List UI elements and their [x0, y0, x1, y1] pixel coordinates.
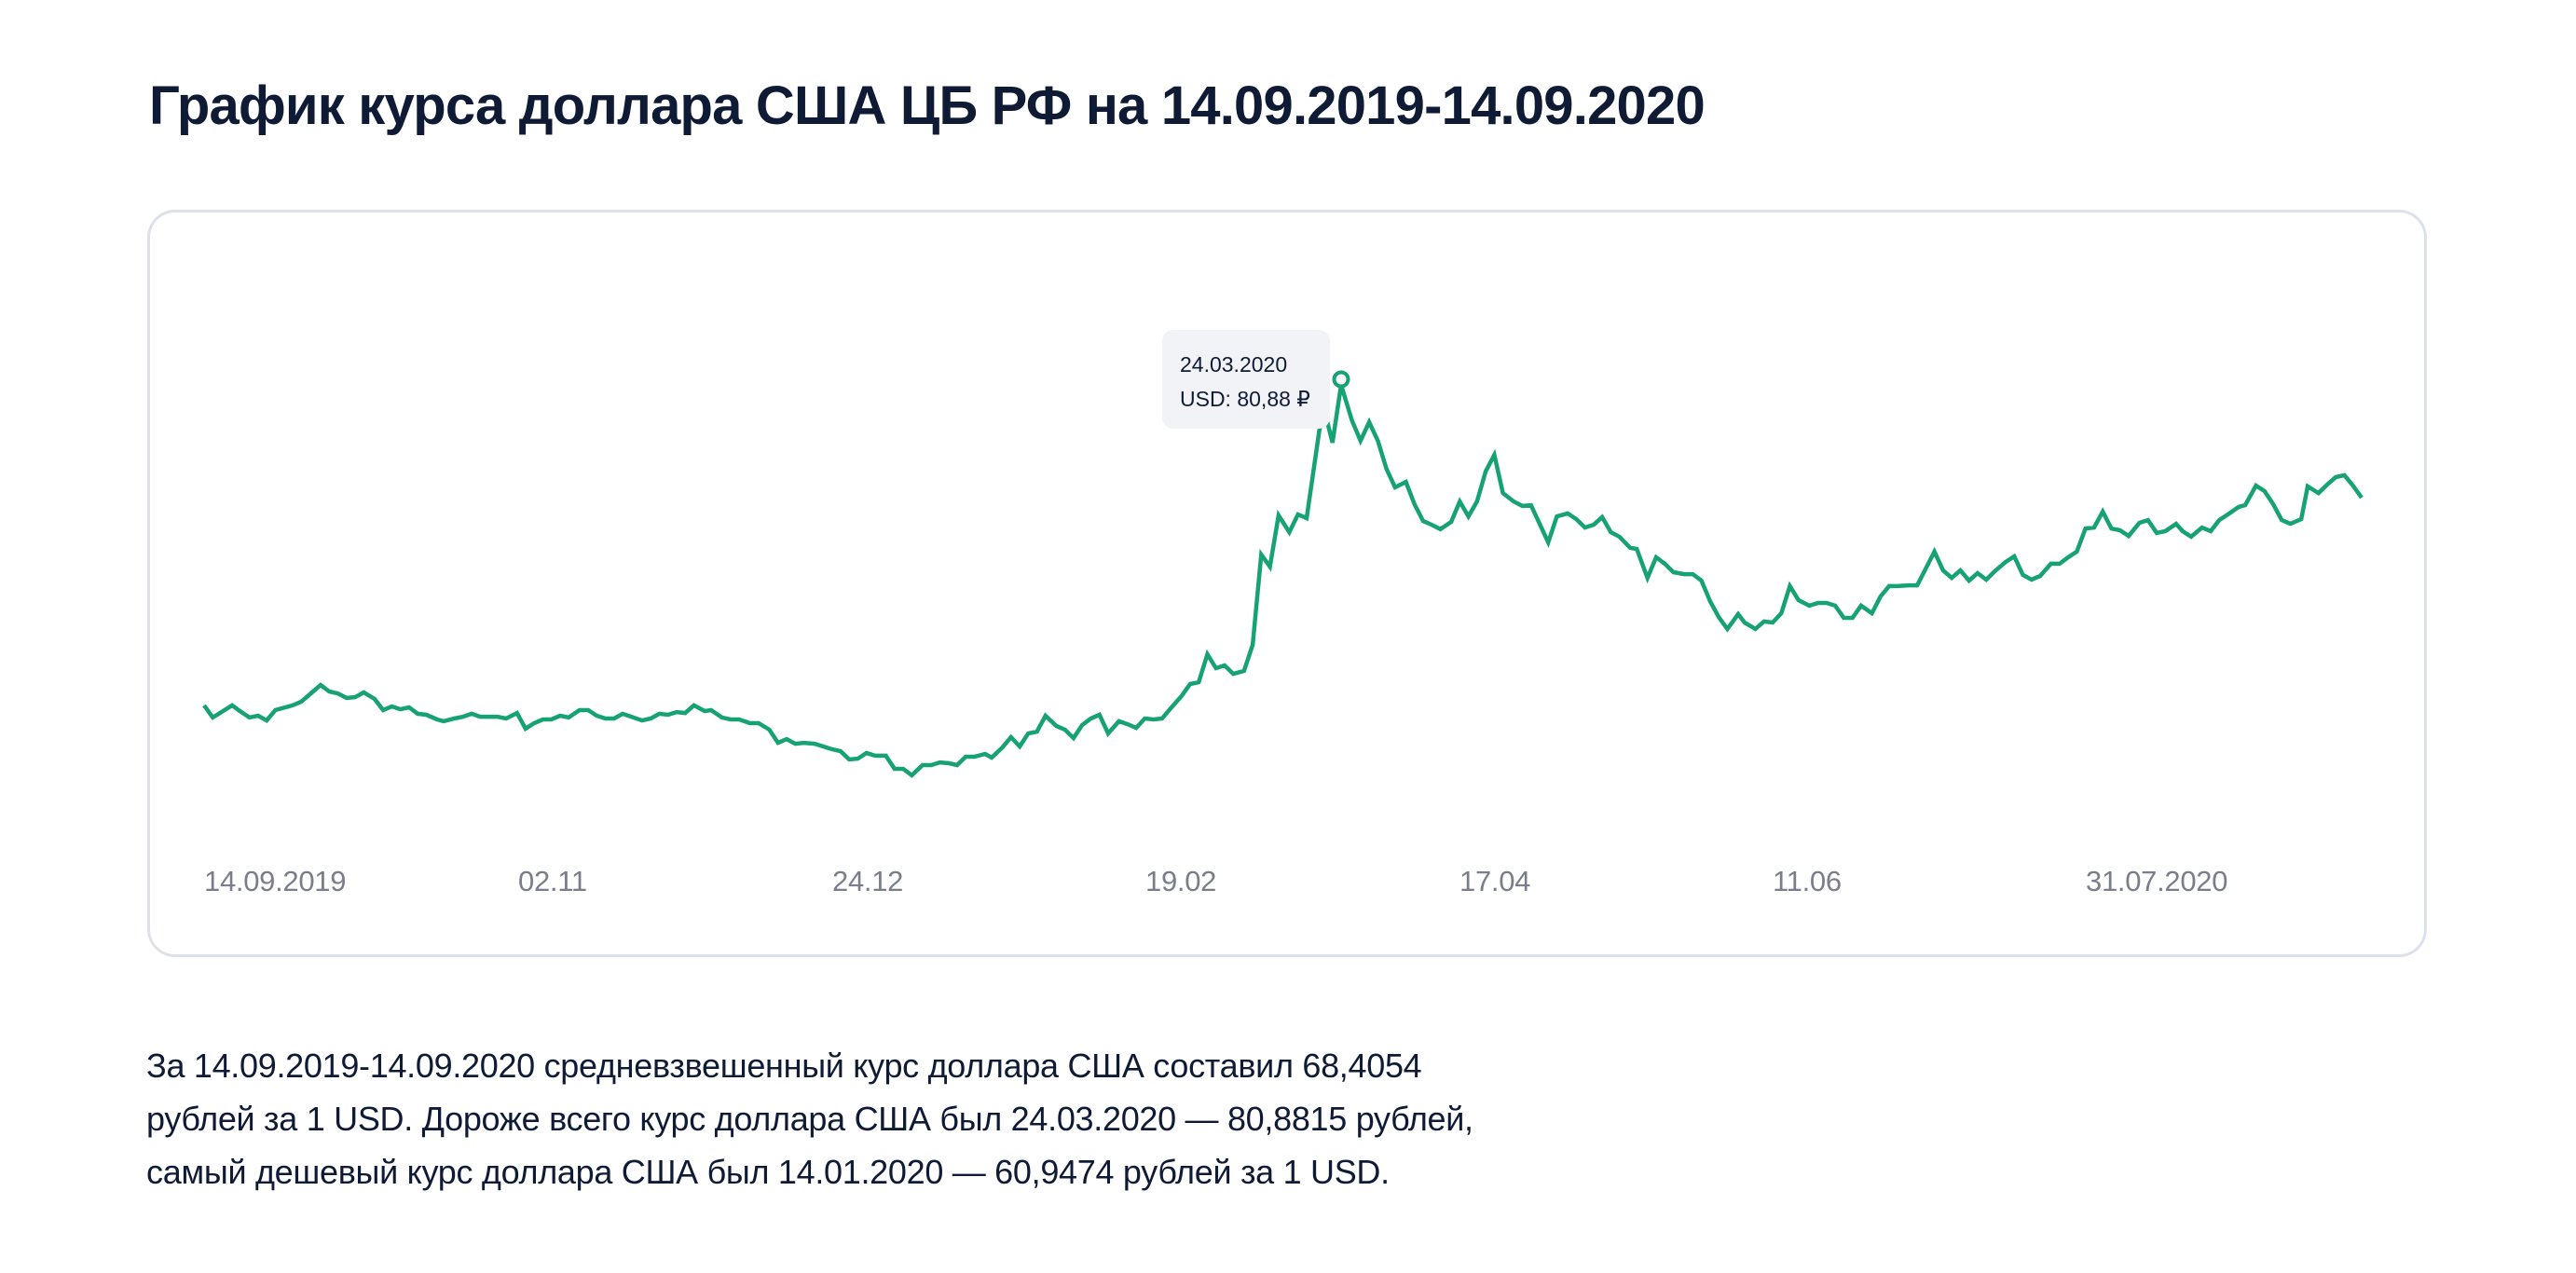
tooltip-date: 24.03.2020	[1180, 352, 1288, 376]
summary-line: самый дешевый курс доллара США был 14.01…	[146, 1153, 1390, 1191]
x-tick-label: 24.12	[832, 865, 904, 897]
x-tick-label: 02.11	[518, 865, 587, 897]
x-tick-label: 19.02	[1145, 865, 1217, 897]
page-title: График курса доллара США ЦБ РФ на 14.09.…	[149, 75, 1706, 136]
x-tick-label: 31.07.2020	[2086, 865, 2228, 897]
tooltip-value: USD: 80,88 ₽	[1180, 387, 1310, 411]
x-tick-label: 11.06	[1773, 865, 1842, 897]
usd-rate-line[interactable]	[202, 384, 2364, 778]
rate-summary-text: За 14.09.2019-14.09.2020 средневзвешенны…	[146, 1039, 1473, 1198]
x-tick-label: 14.09.2019	[204, 865, 347, 897]
summary-line: За 14.09.2019-14.09.2020 средневзвешенны…	[146, 1047, 1422, 1085]
x-tick-label: 17.04	[1459, 865, 1531, 897]
summary-line: рублей за 1 USD. Дороже всего курс долла…	[146, 1100, 1473, 1138]
chart-tooltip: 24.03.2020 USD: 80,88 ₽	[1162, 330, 1330, 429]
